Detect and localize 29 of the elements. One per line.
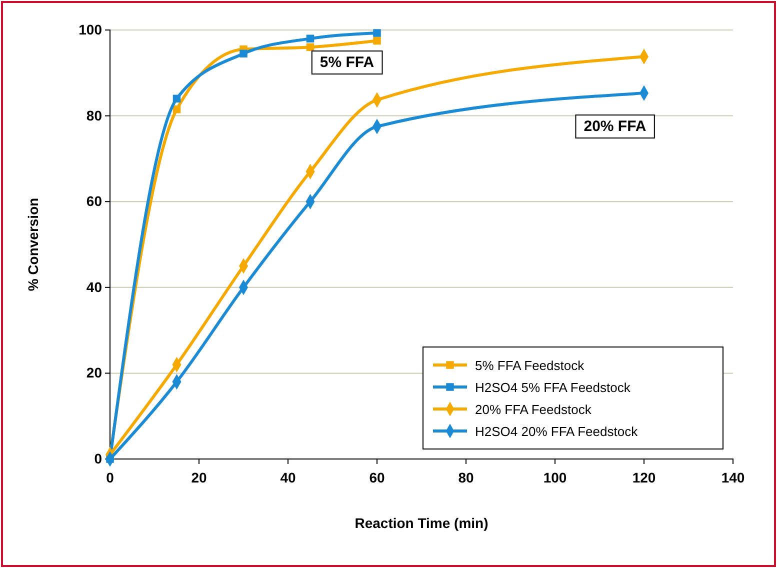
annotation: 5% FFA	[320, 54, 374, 71]
point	[306, 34, 314, 42]
x-tick-label: 120	[632, 469, 656, 486]
point	[306, 43, 314, 52]
point	[373, 29, 381, 37]
legend-label: H2SO4 5% FFA Feedstock	[475, 380, 631, 395]
x-tick-label: 0	[106, 469, 114, 486]
legend-label: 5% FFA Feedstock	[475, 358, 585, 373]
annotation: 20% FFA	[584, 118, 646, 135]
legend-label: H2SO4 20% FFA Feedstock	[475, 424, 638, 439]
point	[172, 94, 181, 103]
y-tick-label: 80	[86, 107, 102, 124]
x-tick-label: 20	[191, 469, 207, 486]
x-tick-label: 140	[721, 469, 745, 486]
y-axis-title: % Conversion	[25, 198, 41, 292]
point	[172, 105, 181, 114]
y-tick-label: 100	[78, 21, 102, 38]
y-tick-label: 0	[94, 450, 102, 466]
x-axis-title: Reaction Time (min)	[354, 515, 488, 531]
y-tick-label: 20	[86, 364, 102, 381]
y-tick-label: 60	[86, 193, 102, 210]
x-tick-label: 100	[543, 469, 567, 486]
point	[240, 50, 248, 58]
x-tick-label: 80	[458, 469, 474, 486]
x-tick-label: 40	[280, 469, 296, 486]
legend-label: 20% FFA Feedstock	[475, 402, 592, 417]
x-tick-label: 60	[369, 469, 385, 486]
y-tick-label: 40	[86, 278, 102, 295]
point	[373, 36, 381, 45]
